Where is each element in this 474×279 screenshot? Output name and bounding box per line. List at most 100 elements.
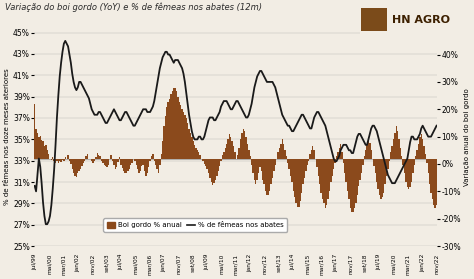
Bar xyxy=(272,158,273,178)
Bar xyxy=(374,158,376,174)
Bar xyxy=(279,148,280,158)
Bar xyxy=(228,134,230,158)
Bar xyxy=(115,158,116,169)
Bar xyxy=(249,157,251,158)
Bar xyxy=(319,158,320,184)
Bar xyxy=(73,158,74,174)
Bar xyxy=(37,133,38,158)
Bar xyxy=(59,158,60,161)
Bar xyxy=(359,158,361,180)
Bar xyxy=(310,154,311,158)
Bar xyxy=(380,158,382,199)
Bar xyxy=(290,158,291,175)
Bar xyxy=(105,158,106,166)
Bar xyxy=(355,158,356,203)
Bar xyxy=(282,139,283,158)
Bar xyxy=(120,158,122,165)
Bar xyxy=(308,158,310,161)
Bar xyxy=(80,158,81,169)
Bar xyxy=(213,158,215,183)
Bar xyxy=(79,158,80,171)
Bar xyxy=(223,152,225,158)
Bar xyxy=(177,97,179,158)
Bar xyxy=(340,144,341,158)
Bar xyxy=(419,137,420,158)
Bar xyxy=(261,158,262,171)
Bar xyxy=(291,158,292,182)
Bar xyxy=(162,141,164,158)
Bar xyxy=(389,158,390,161)
Bar xyxy=(307,158,308,165)
Bar xyxy=(262,158,264,180)
Bar xyxy=(265,158,266,191)
Bar xyxy=(233,146,234,158)
Bar xyxy=(240,139,241,158)
Bar xyxy=(302,158,304,184)
Bar xyxy=(63,158,64,161)
Bar xyxy=(55,158,56,163)
Bar xyxy=(255,158,256,184)
Bar xyxy=(264,158,265,184)
Bar xyxy=(62,158,63,160)
Bar xyxy=(305,158,307,171)
Bar xyxy=(313,150,315,158)
Bar xyxy=(222,155,223,158)
Bar xyxy=(384,158,386,184)
Bar xyxy=(258,158,259,174)
Bar xyxy=(159,158,161,165)
Bar xyxy=(420,134,422,158)
Bar xyxy=(394,133,395,158)
Text: HN AGRO: HN AGRO xyxy=(392,15,449,25)
Bar xyxy=(194,145,195,158)
Bar xyxy=(356,158,358,195)
Bar xyxy=(341,152,343,158)
Bar xyxy=(283,144,284,158)
Bar xyxy=(87,154,88,158)
Bar xyxy=(312,146,313,158)
Bar xyxy=(152,154,154,158)
Bar xyxy=(138,158,140,174)
Bar xyxy=(82,158,84,163)
Bar xyxy=(220,158,222,161)
Y-axis label: % de fêmeas nos doze meses ateriores: % de fêmeas nos doze meses ateriores xyxy=(4,68,10,205)
Bar xyxy=(294,158,295,197)
Bar xyxy=(188,129,190,158)
Bar xyxy=(407,158,408,187)
Bar xyxy=(67,155,69,158)
Bar xyxy=(166,107,167,158)
Bar xyxy=(247,144,248,158)
Bar xyxy=(404,158,405,174)
Bar xyxy=(161,154,162,158)
Bar xyxy=(52,157,54,158)
Bar xyxy=(91,158,92,161)
Bar xyxy=(368,137,369,158)
Bar xyxy=(77,158,79,174)
Bar xyxy=(102,158,103,163)
Bar xyxy=(39,136,41,158)
Bar xyxy=(94,158,95,161)
Bar xyxy=(266,158,268,195)
Bar xyxy=(215,158,216,180)
Bar xyxy=(347,158,348,191)
Bar xyxy=(106,158,108,167)
Bar xyxy=(195,148,197,158)
Bar xyxy=(426,158,428,163)
Bar xyxy=(148,158,149,167)
Bar xyxy=(423,146,425,158)
Bar xyxy=(416,150,418,158)
Y-axis label: Variação anual do boi gordo: Variação anual do boi gordo xyxy=(464,88,470,186)
Bar xyxy=(329,158,330,191)
Bar xyxy=(202,158,204,161)
Bar xyxy=(304,158,305,178)
Legend: Boi gordo % anual, % de fêmeas nos abates: Boi gordo % anual, % de fêmeas nos abate… xyxy=(103,218,287,232)
Bar xyxy=(216,158,218,175)
Bar xyxy=(98,155,100,158)
Bar xyxy=(362,158,364,165)
Bar xyxy=(277,152,279,158)
Bar xyxy=(386,158,387,175)
Bar xyxy=(136,158,137,165)
Bar xyxy=(246,137,247,158)
Bar xyxy=(156,158,158,169)
Bar xyxy=(225,148,226,158)
Bar xyxy=(64,157,66,158)
